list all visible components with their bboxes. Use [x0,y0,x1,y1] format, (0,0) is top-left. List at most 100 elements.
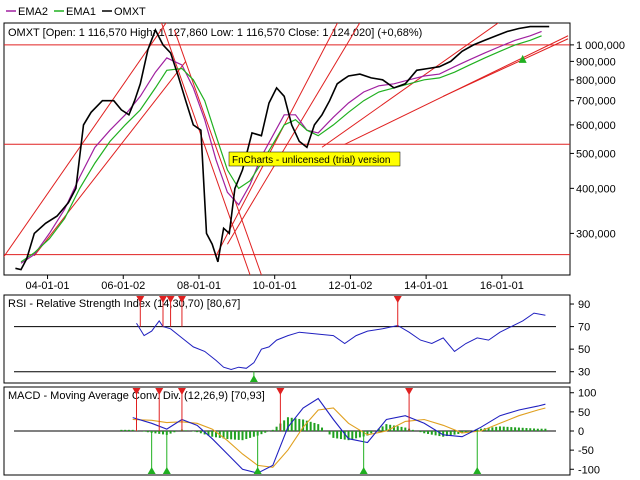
macd-histogram-bar [514,427,517,431]
series-ema1 [20,35,542,263]
macd-y-tick-label: -50 [578,445,594,457]
x-tick-label: 10-01-01 [253,280,297,292]
x-tick-label: 16-01-01 [480,280,524,292]
trend-line [173,29,262,275]
legend-label-ema1: EMA1 [66,6,96,18]
macd-histogram-bar [392,425,395,431]
macd-histogram-bar [491,427,494,431]
legend-label-omxt: OMXT [114,6,146,18]
buy-signal-marker [359,467,368,474]
macd-histogram-bar [525,428,528,431]
sell-signal-marker [177,388,186,395]
price-y-tick-label: 800,000 [576,75,616,87]
macd-histogram-bar [298,418,301,431]
series-rsi [136,312,546,371]
x-tick-label: 14-01-01 [404,280,448,292]
macd-histogram-bar [498,426,501,431]
macd-histogram-bar [332,431,335,438]
macd-histogram-bar [215,431,218,438]
macd-histogram-bar [211,431,214,437]
macd-histogram-bar [544,428,547,431]
macd-histogram-bar [343,431,346,440]
macd-histogram-bar [506,426,509,431]
macd-histogram-bar [317,424,320,431]
buy-signal-marker [518,54,527,63]
macd-histogram-bar [404,427,407,431]
macd-histogram-bar [249,431,252,438]
sell-signal-marker [159,296,168,303]
macd-y-tick-label: -100 [578,464,600,476]
legend-label-ema2: EMA2 [18,6,48,18]
trend-line [33,61,187,257]
series-omxt [15,25,550,271]
macd-histogram-bar [445,431,448,437]
macd-histogram-bar [127,429,130,431]
rsi-y-tick-label: 30 [578,367,590,379]
macd-histogram-bar [120,429,123,431]
macd-histogram-bar [442,431,445,437]
sell-signal-marker [405,388,414,395]
macd-histogram-bar [305,420,308,431]
trend-line [442,38,569,97]
macd-histogram-bar [385,424,388,431]
macd-histogram-bar [339,431,342,440]
macd-histogram-bar [377,428,380,431]
macd-histogram-bar [199,431,202,434]
macd-histogram-bar [430,431,433,435]
macd-histogram-bar [461,431,464,434]
macd-histogram-bar [184,430,187,431]
macd-histogram-bar [241,431,244,441]
sell-signal-marker [166,296,175,303]
x-tick-label: 04-01-01 [26,280,70,292]
price-y-tick-label: 500,000 [576,148,616,160]
rsi-y-tick-label: 50 [578,344,590,356]
rsi-panel-title: RSI - Relative Strength Index (14,30,70)… [8,298,240,310]
buy-signal-marker [249,375,258,382]
macd-histogram-bar [226,431,229,440]
sell-signal-marker [177,296,186,303]
macd-histogram-bar [449,431,452,436]
legend: EMA2 EMA1 OMXT [6,6,146,18]
macd-histogram-bar [434,431,437,436]
macd-histogram-bar [502,426,505,431]
macd-histogram-bar [260,431,263,435]
macd-histogram-bar [233,431,236,440]
macd-histogram-bar [487,427,490,431]
macd-histogram-bar [464,431,467,433]
trend-line [226,23,361,245]
price-panel [3,22,571,276]
macd-histogram-bar [245,431,248,440]
macd-histogram-bar [336,431,339,439]
macd-histogram-bar [162,431,165,435]
macd-histogram-bar [237,431,240,440]
macd-histogram-bar [275,426,278,431]
price-y-tick-label: 1 000,000 [576,40,625,52]
macd-histogram-bar [521,427,524,431]
macd-histogram-bar [328,431,331,435]
macd-histogram-bar [457,431,460,434]
macd-histogram-bar [286,417,289,431]
x-tick-label: 12-01-02 [328,280,372,292]
buy-signal-marker [162,467,171,474]
rsi-y-tick-label: 70 [578,322,590,334]
macd-histogram-bar [143,431,146,432]
macd-histogram-bar [400,426,403,431]
macd-histogram-bar [389,424,392,431]
rsi-y-tick-label: 90 [578,299,590,311]
macd-histogram-bar [411,429,414,431]
macd-histogram-bar [438,431,441,437]
macd-histogram-bar [290,417,293,431]
sell-signal-marker [132,388,141,395]
macd-histogram-bar [309,421,312,431]
series-ema2 [20,30,542,264]
macd-histogram-bar [252,431,255,437]
macd-histogram-bar [196,431,199,433]
macd-histogram-bar [453,431,456,435]
sell-signal-marker [136,296,145,303]
macd-histogram-bar [495,426,498,431]
x-tick-label: 06-01-02 [101,280,145,292]
price-y-tick-label: 600,000 [576,120,616,132]
macd-histogram-bar [124,429,127,431]
macd-histogram-bar [366,431,369,436]
macd-y-tick-label: 100 [578,388,596,400]
